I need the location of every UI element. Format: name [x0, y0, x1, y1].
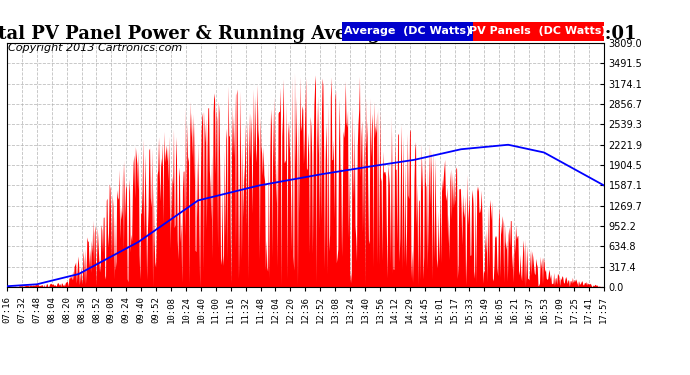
- Bar: [342, 22, 473, 41]
- Title: Total PV Panel Power & Running Average Power Fri Oct 25  18:01: Total PV Panel Power & Running Average P…: [0, 25, 636, 43]
- Text: PV Panels  (DC Watts): PV Panels (DC Watts): [469, 27, 607, 36]
- Bar: [473, 22, 604, 41]
- Text: Copyright 2013 Cartronics.com: Copyright 2013 Cartronics.com: [8, 43, 183, 52]
- Text: Average  (DC Watts): Average (DC Watts): [344, 27, 471, 36]
